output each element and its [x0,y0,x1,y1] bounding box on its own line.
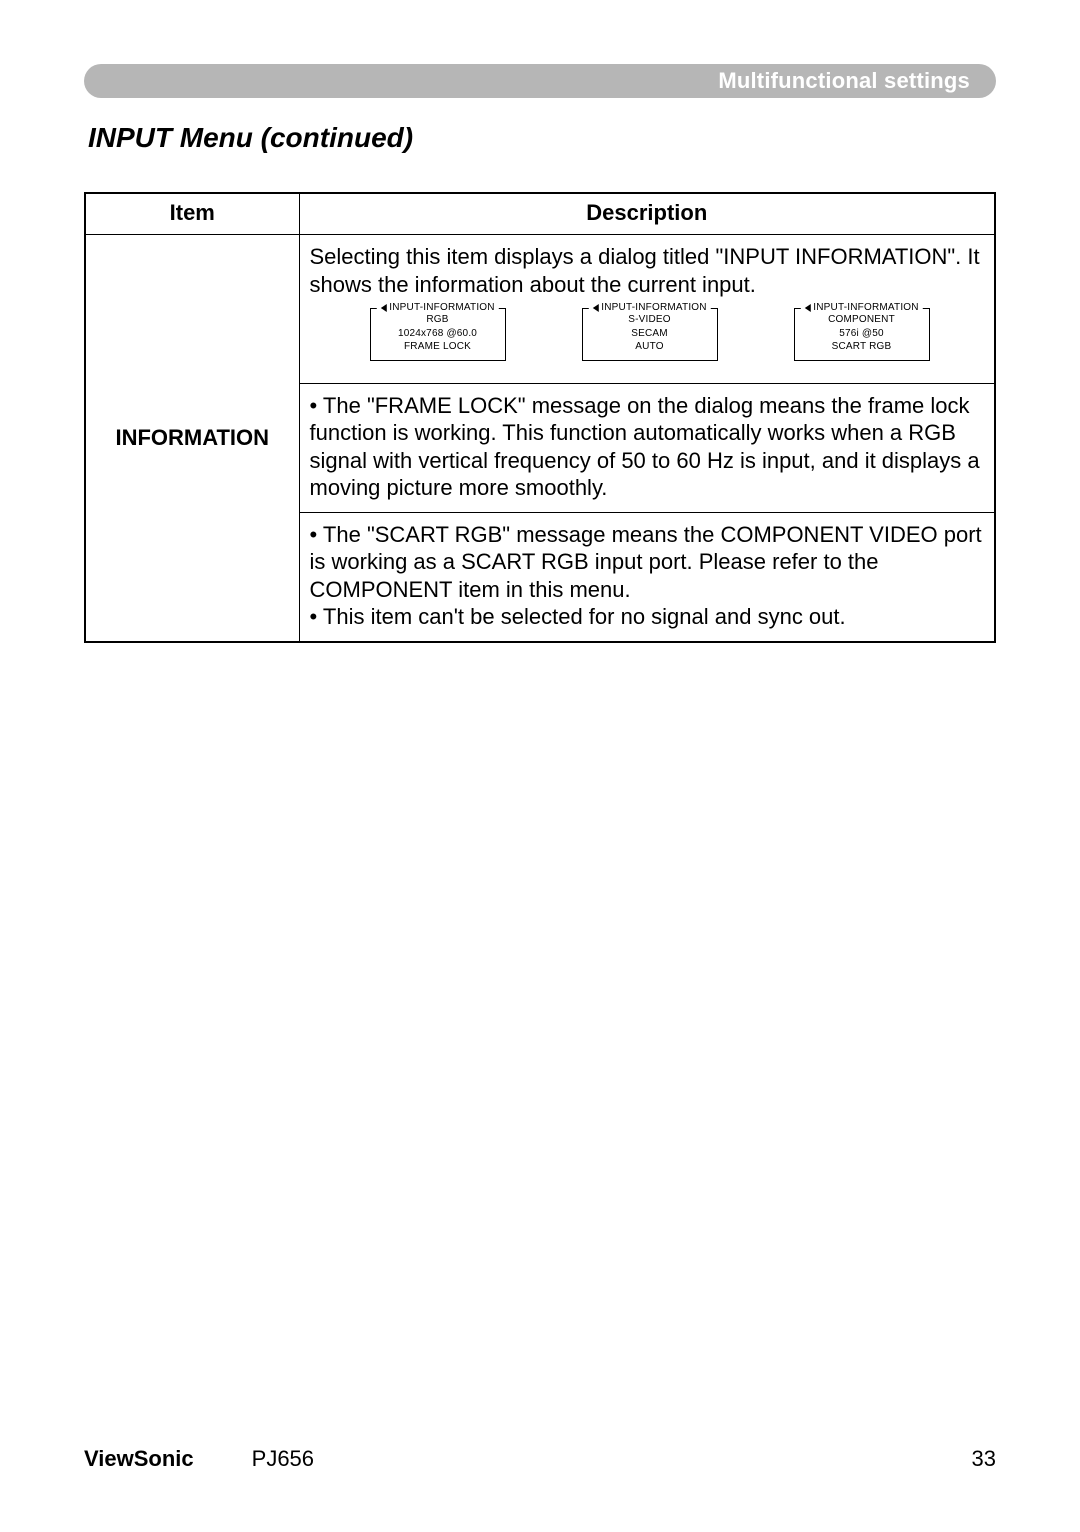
dialog-examples-row: INPUT-INFORMATION RGB 1024x768 @60.0 FRA… [310,298,985,373]
dialog-line: COMPONENT [811,313,913,327]
row-description: Selecting this item displays a dialog ti… [299,235,995,642]
description-intro: Selecting this item displays a dialog ti… [310,243,985,298]
input-info-dialog: INPUT-INFORMATION COMPONENT 576i @50 SCA… [794,308,930,361]
dialog-line: S-VIDEO [599,313,701,327]
header-section-label: Multifunctional settings [718,68,970,94]
description-no-signal: • This item can't be selected for no sig… [310,603,985,631]
left-arrow-icon [592,304,598,312]
footer-brand: ViewSonic [84,1446,194,1472]
dialog-line: SECAM [599,327,701,341]
dialog-line: SCART RGB [811,340,913,354]
column-header-description: Description [299,193,995,235]
dialog-line: RGB [387,313,489,327]
input-info-dialog: INPUT-INFORMATION S-VIDEO SECAM AUTO [582,308,718,361]
row-item-label: INFORMATION [85,235,299,642]
dialog-line: AUTO [599,340,701,354]
dialog-line: 576i @50 [811,327,913,341]
footer-page-number: 33 [972,1446,996,1472]
page-footer: ViewSonic PJ656 33 [84,1446,996,1472]
section-title: INPUT Menu (continued) [88,122,996,154]
dialog-title: INPUT-INFORMATION [800,301,922,315]
left-arrow-icon [804,304,810,312]
dialog-line: FRAME LOCK [387,340,489,354]
footer-model: PJ656 [252,1446,314,1472]
description-frame-lock: • The "FRAME LOCK" message on the dialog… [310,392,985,502]
header-bar: Multifunctional settings [84,64,996,98]
table-row: INFORMATION Selecting this item displays… [85,235,995,642]
left-arrow-icon [380,304,386,312]
column-header-item: Item [85,193,299,235]
dialog-title: INPUT-INFORMATION [588,301,710,315]
input-info-dialog: INPUT-INFORMATION RGB 1024x768 @60.0 FRA… [370,308,506,361]
input-menu-table: Item Description INFORMATION Selecting t… [84,192,996,643]
dialog-line: 1024x768 @60.0 [387,327,489,341]
dialog-title: INPUT-INFORMATION [376,301,498,315]
description-scart-rgb: • The "SCART RGB" message means the COMP… [310,521,985,604]
